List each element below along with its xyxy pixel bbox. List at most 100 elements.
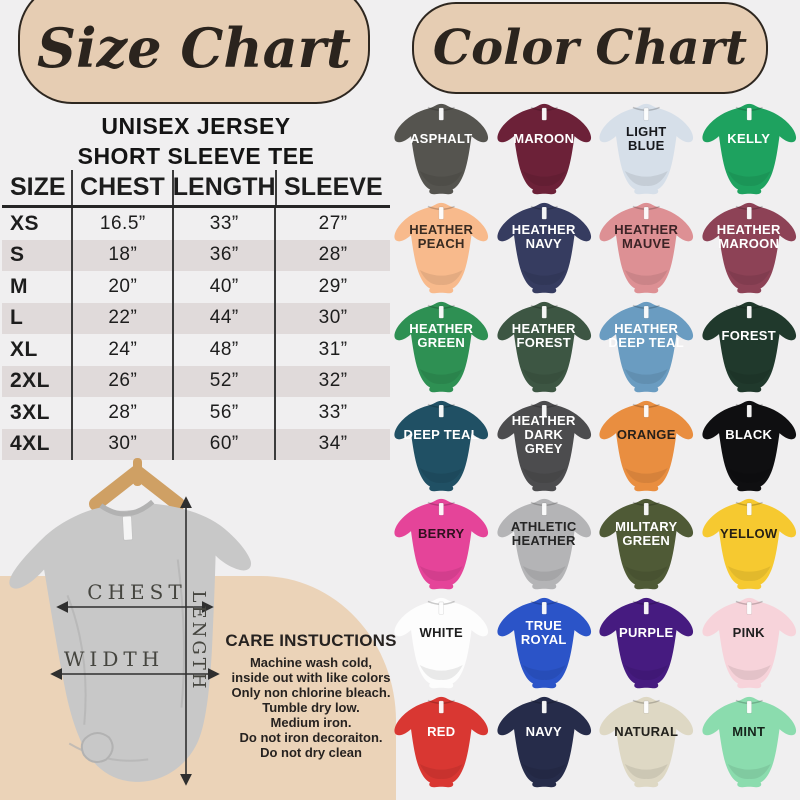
- color-swatch-natural: NATURAL: [595, 692, 698, 791]
- tshirt-icon: [599, 400, 694, 491]
- color-swatch-orange: ORANGE: [595, 396, 698, 495]
- color-swatch-heather-deep-teal: HEATHER DEEP TEAL: [595, 297, 698, 396]
- subtitle-line-1: UNISEX JERSEY: [101, 113, 291, 139]
- size-row-l: L 22” 44” 30”: [2, 302, 390, 334]
- cell-sleeve: 34”: [318, 433, 348, 455]
- color-name: HEATHER MAROON: [716, 222, 781, 252]
- chest-label: CHEST: [87, 580, 186, 604]
- color-name: HEATHER MAUVE: [614, 222, 679, 252]
- care-line: Do not dry clean: [260, 745, 362, 760]
- tshirt-measurement-photo: CHEST WIDTH LENGTH: [9, 458, 252, 786]
- care-line: Do not iron decoraiton.: [239, 730, 383, 745]
- color-swatch-white: WHITE: [390, 593, 493, 692]
- tshirt-icon: [394, 598, 489, 689]
- tshirt-icon: [496, 598, 591, 689]
- color-swatch-mint: MINT: [698, 692, 800, 791]
- cell-size: 4XL: [2, 428, 74, 460]
- subtitle-line-2: SHORT SLEEVE TEE: [77, 143, 315, 169]
- size-table-header: SIZE CHEST LENGTH SLEEVE: [2, 170, 390, 208]
- color-name: NAVY: [525, 723, 562, 739]
- care-line: Medium iron.: [270, 715, 352, 730]
- color-name: ORANGE: [616, 427, 676, 443]
- tshirt-icon: [701, 202, 796, 294]
- color-name: DEEP TEAL: [403, 427, 479, 443]
- cell-chest: 28”: [73, 397, 175, 429]
- color-swatch-maroon: MAROON: [493, 99, 596, 198]
- color-swatch-heather-green: HEATHER GREEN: [390, 297, 493, 396]
- color-swatch-berry: BERRY: [390, 494, 493, 593]
- color-name: MILITARY GREEN: [615, 518, 678, 548]
- color-name: HEATHER DEEP TEAL: [608, 321, 684, 351]
- color-name: BLACK: [725, 427, 773, 443]
- color-name: TRUE ROYAL: [520, 617, 567, 647]
- cell-sleeve: 27”: [318, 212, 348, 234]
- size-table: SIZE CHEST LENGTH SLEEVE XS 16.5” 33” 27” S 1…: [2, 170, 390, 460]
- color-swatch-deep-teal: DEEP TEAL: [390, 396, 493, 495]
- color-name: HEATHER GREEN: [409, 321, 474, 351]
- tshirt-icon: [599, 202, 694, 294]
- color-name: RED: [427, 723, 456, 739]
- product-subtitle: UNISEX JERSEY SHORT SLEEVE TEE: [0, 111, 392, 171]
- color-grid: ASPHALT MAROON LIGHT BLUE KELLY HEATHER …: [390, 99, 800, 791]
- care-line: Tumble dry low.: [262, 700, 360, 715]
- cell-chest: 24”: [73, 334, 175, 366]
- cell-chest: 16.5”: [73, 208, 175, 240]
- color-swatch-asphalt: ASPHALT: [390, 99, 493, 198]
- size-chart-heading-badge: Size Chart: [18, 0, 370, 104]
- column-header-size: SIZE: [2, 170, 74, 205]
- tshirt-icon: [394, 499, 489, 590]
- size-row-2xl: 2XL 26” 52” 32”: [2, 365, 390, 397]
- color-swatch-purple: PURPLE: [595, 593, 698, 692]
- hanger-icon: [89, 458, 185, 511]
- color-name: HEATHER FOREST: [511, 321, 576, 351]
- color-swatch-heather-mauve: HEATHER MAUVE: [595, 198, 698, 297]
- size-row-xl: XL 24” 48” 31”: [2, 334, 390, 366]
- cell-length: 36”: [174, 239, 277, 271]
- tshirt-icon: [701, 301, 796, 392]
- tshirt-icon: [394, 400, 489, 491]
- width-label: WIDTH: [64, 647, 164, 671]
- color-name: YELLOW: [720, 525, 778, 541]
- size-row-xs: XS 16.5” 33” 27”: [2, 208, 390, 240]
- color-swatch-heather-forest: HEATHER FOREST: [493, 297, 596, 396]
- tshirt-icon: [599, 696, 694, 788]
- cell-size: L: [2, 302, 74, 334]
- size-table-body: XS 16.5” 33” 27” S 18” 36” 28” M 20” 40” 29” L 22” 44”…: [2, 208, 390, 460]
- tshirt-icon: [599, 103, 694, 195]
- color-swatch-forest: FOREST: [698, 297, 800, 396]
- column-header-length: LENGTH: [173, 170, 277, 205]
- column-header-sleeve: SLEEVE: [284, 173, 383, 201]
- cell-size: M: [2, 271, 74, 303]
- cell-size: S: [2, 239, 74, 271]
- care-line: inside out with like colors: [231, 670, 391, 685]
- color-name: FOREST: [721, 328, 777, 344]
- column-header-chest: CHEST: [73, 170, 174, 205]
- cell-length: 33”: [174, 208, 277, 240]
- tshirt-icon: [701, 103, 796, 195]
- color-name: HEATHER PEACH: [409, 222, 474, 252]
- care-line: Machine wash cold,: [249, 655, 373, 670]
- color-name: MINT: [732, 723, 766, 739]
- tshirt-icon: [496, 202, 591, 294]
- cell-sleeve: 31”: [318, 338, 348, 360]
- care-instructions-heading: CARE INSTUCTIONS: [225, 631, 397, 650]
- tshirt-icon: [394, 696, 489, 788]
- tshirt-icon: [496, 400, 591, 491]
- cell-size: 3XL: [2, 397, 74, 429]
- tshirt-icon: [394, 301, 489, 392]
- color-swatch-true-royal: TRUE ROYAL: [493, 593, 596, 692]
- tshirt-icon: [599, 499, 694, 590]
- tshirt-icon: [701, 696, 796, 788]
- color-chart-heading: Color Chart: [432, 20, 748, 76]
- size-chart-heading: Size Chart: [37, 16, 351, 80]
- color-swatch-heather-navy: HEATHER NAVY: [493, 198, 596, 297]
- tshirt-icon: [394, 202, 489, 294]
- color-name: HEATHER DARK GREY: [511, 413, 576, 457]
- tshirt-icon: [394, 103, 489, 195]
- measurement-arrows: CHEST WIDTH LENGTH: [50, 496, 220, 786]
- color-name: NATURAL: [614, 723, 679, 739]
- tshirt-icon: [701, 400, 796, 491]
- color-swatch-military-green: MILITARY GREEN: [595, 494, 698, 593]
- cell-length: 52”: [174, 365, 277, 397]
